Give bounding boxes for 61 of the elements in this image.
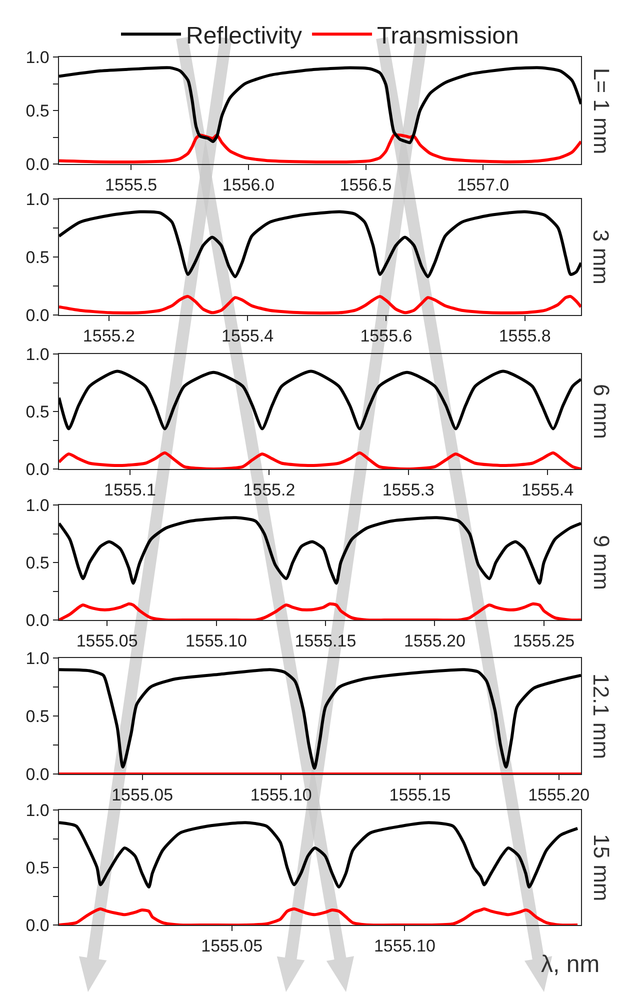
y-tick-label: 0.5 bbox=[26, 553, 50, 572]
y-tick-label: 1.0 bbox=[26, 344, 50, 364]
line-series bbox=[59, 602, 581, 620]
line-series bbox=[59, 294, 581, 314]
y-tick-label: 0.5 bbox=[26, 706, 50, 726]
text: 9 mm bbox=[589, 535, 614, 590]
x-tick-label: 1555.10 bbox=[250, 786, 312, 805]
x-tick-label: 1556.5 bbox=[340, 176, 392, 195]
line-series bbox=[59, 66, 581, 144]
x-tick-label: 1555.3 bbox=[382, 480, 434, 500]
x-tick-label: 1555.10 bbox=[186, 632, 247, 651]
y-tick-label: 0.0 bbox=[26, 764, 50, 784]
x-tick-label: 1555.15 bbox=[389, 786, 451, 805]
x-tick-label: 1555.2 bbox=[82, 326, 135, 346]
y-tick-label: 1.0 bbox=[26, 496, 50, 515]
x-tick-label: 1555.5 bbox=[105, 176, 158, 195]
x-tick-label: 1555.8 bbox=[498, 326, 551, 346]
y-tick-label: 0.5 bbox=[26, 101, 50, 120]
legend-label: Reflectivity bbox=[186, 22, 302, 50]
x-tick-label: 1555.20 bbox=[528, 786, 590, 805]
y-tick-label: 0.0 bbox=[26, 610, 50, 630]
text: 12.1 mm bbox=[588, 674, 614, 760]
y-tick-label: 1.0 bbox=[26, 800, 50, 820]
line-series bbox=[59, 370, 581, 430]
line-series bbox=[59, 907, 580, 925]
y-tick-label: 1.0 bbox=[26, 648, 50, 668]
x-tick-label: 1555.10 bbox=[374, 936, 436, 956]
x-tick-label: 1555.05 bbox=[76, 632, 138, 651]
x-tick-label: 1555.25 bbox=[513, 632, 575, 651]
line-series bbox=[59, 821, 580, 889]
y-tick-label: 1.0 bbox=[26, 48, 50, 67]
x-tick-label: 1555.4 bbox=[222, 326, 274, 346]
y-tick-label: 0.0 bbox=[26, 154, 50, 174]
x-tick-label: 1555.05 bbox=[201, 936, 263, 956]
x-tick-label: 1555.6 bbox=[360, 326, 412, 346]
y-tick-label: 0.5 bbox=[26, 402, 50, 422]
x-tick-label: 1555.15 bbox=[294, 632, 356, 651]
y-tick-label: 0.0 bbox=[26, 916, 50, 935]
y-tick-label: 0.5 bbox=[26, 248, 50, 267]
x-tick-label: 1555.20 bbox=[404, 632, 466, 651]
x-tick-label: 1555.05 bbox=[112, 786, 174, 805]
y-tick-label: 0.0 bbox=[26, 306, 50, 325]
x-tick-label: 1555.2 bbox=[243, 480, 296, 500]
text: 6 mm bbox=[589, 384, 614, 439]
legend-label: Transmission bbox=[377, 22, 519, 50]
text: 3 mm bbox=[588, 230, 614, 284]
y-tick-label: 1.0 bbox=[26, 190, 50, 209]
x-tick-label: 1557.0 bbox=[457, 176, 510, 195]
y-tick-label: 0.0 bbox=[26, 460, 50, 479]
line-series bbox=[59, 516, 581, 585]
line-series bbox=[59, 210, 581, 278]
x-tick-label: 1555.4 bbox=[522, 480, 574, 500]
line-series bbox=[59, 133, 581, 164]
line-series bbox=[59, 668, 581, 770]
x-tick-label: 1556.0 bbox=[222, 176, 274, 195]
y-tick-label: 0.5 bbox=[26, 858, 50, 878]
x-tick-label: 1555.1 bbox=[104, 480, 156, 500]
text: L= 1 mm bbox=[589, 68, 614, 154]
line-series bbox=[59, 451, 581, 469]
x-axis-title: λ, nm bbox=[541, 951, 600, 978]
text: 15 mm bbox=[589, 834, 614, 902]
